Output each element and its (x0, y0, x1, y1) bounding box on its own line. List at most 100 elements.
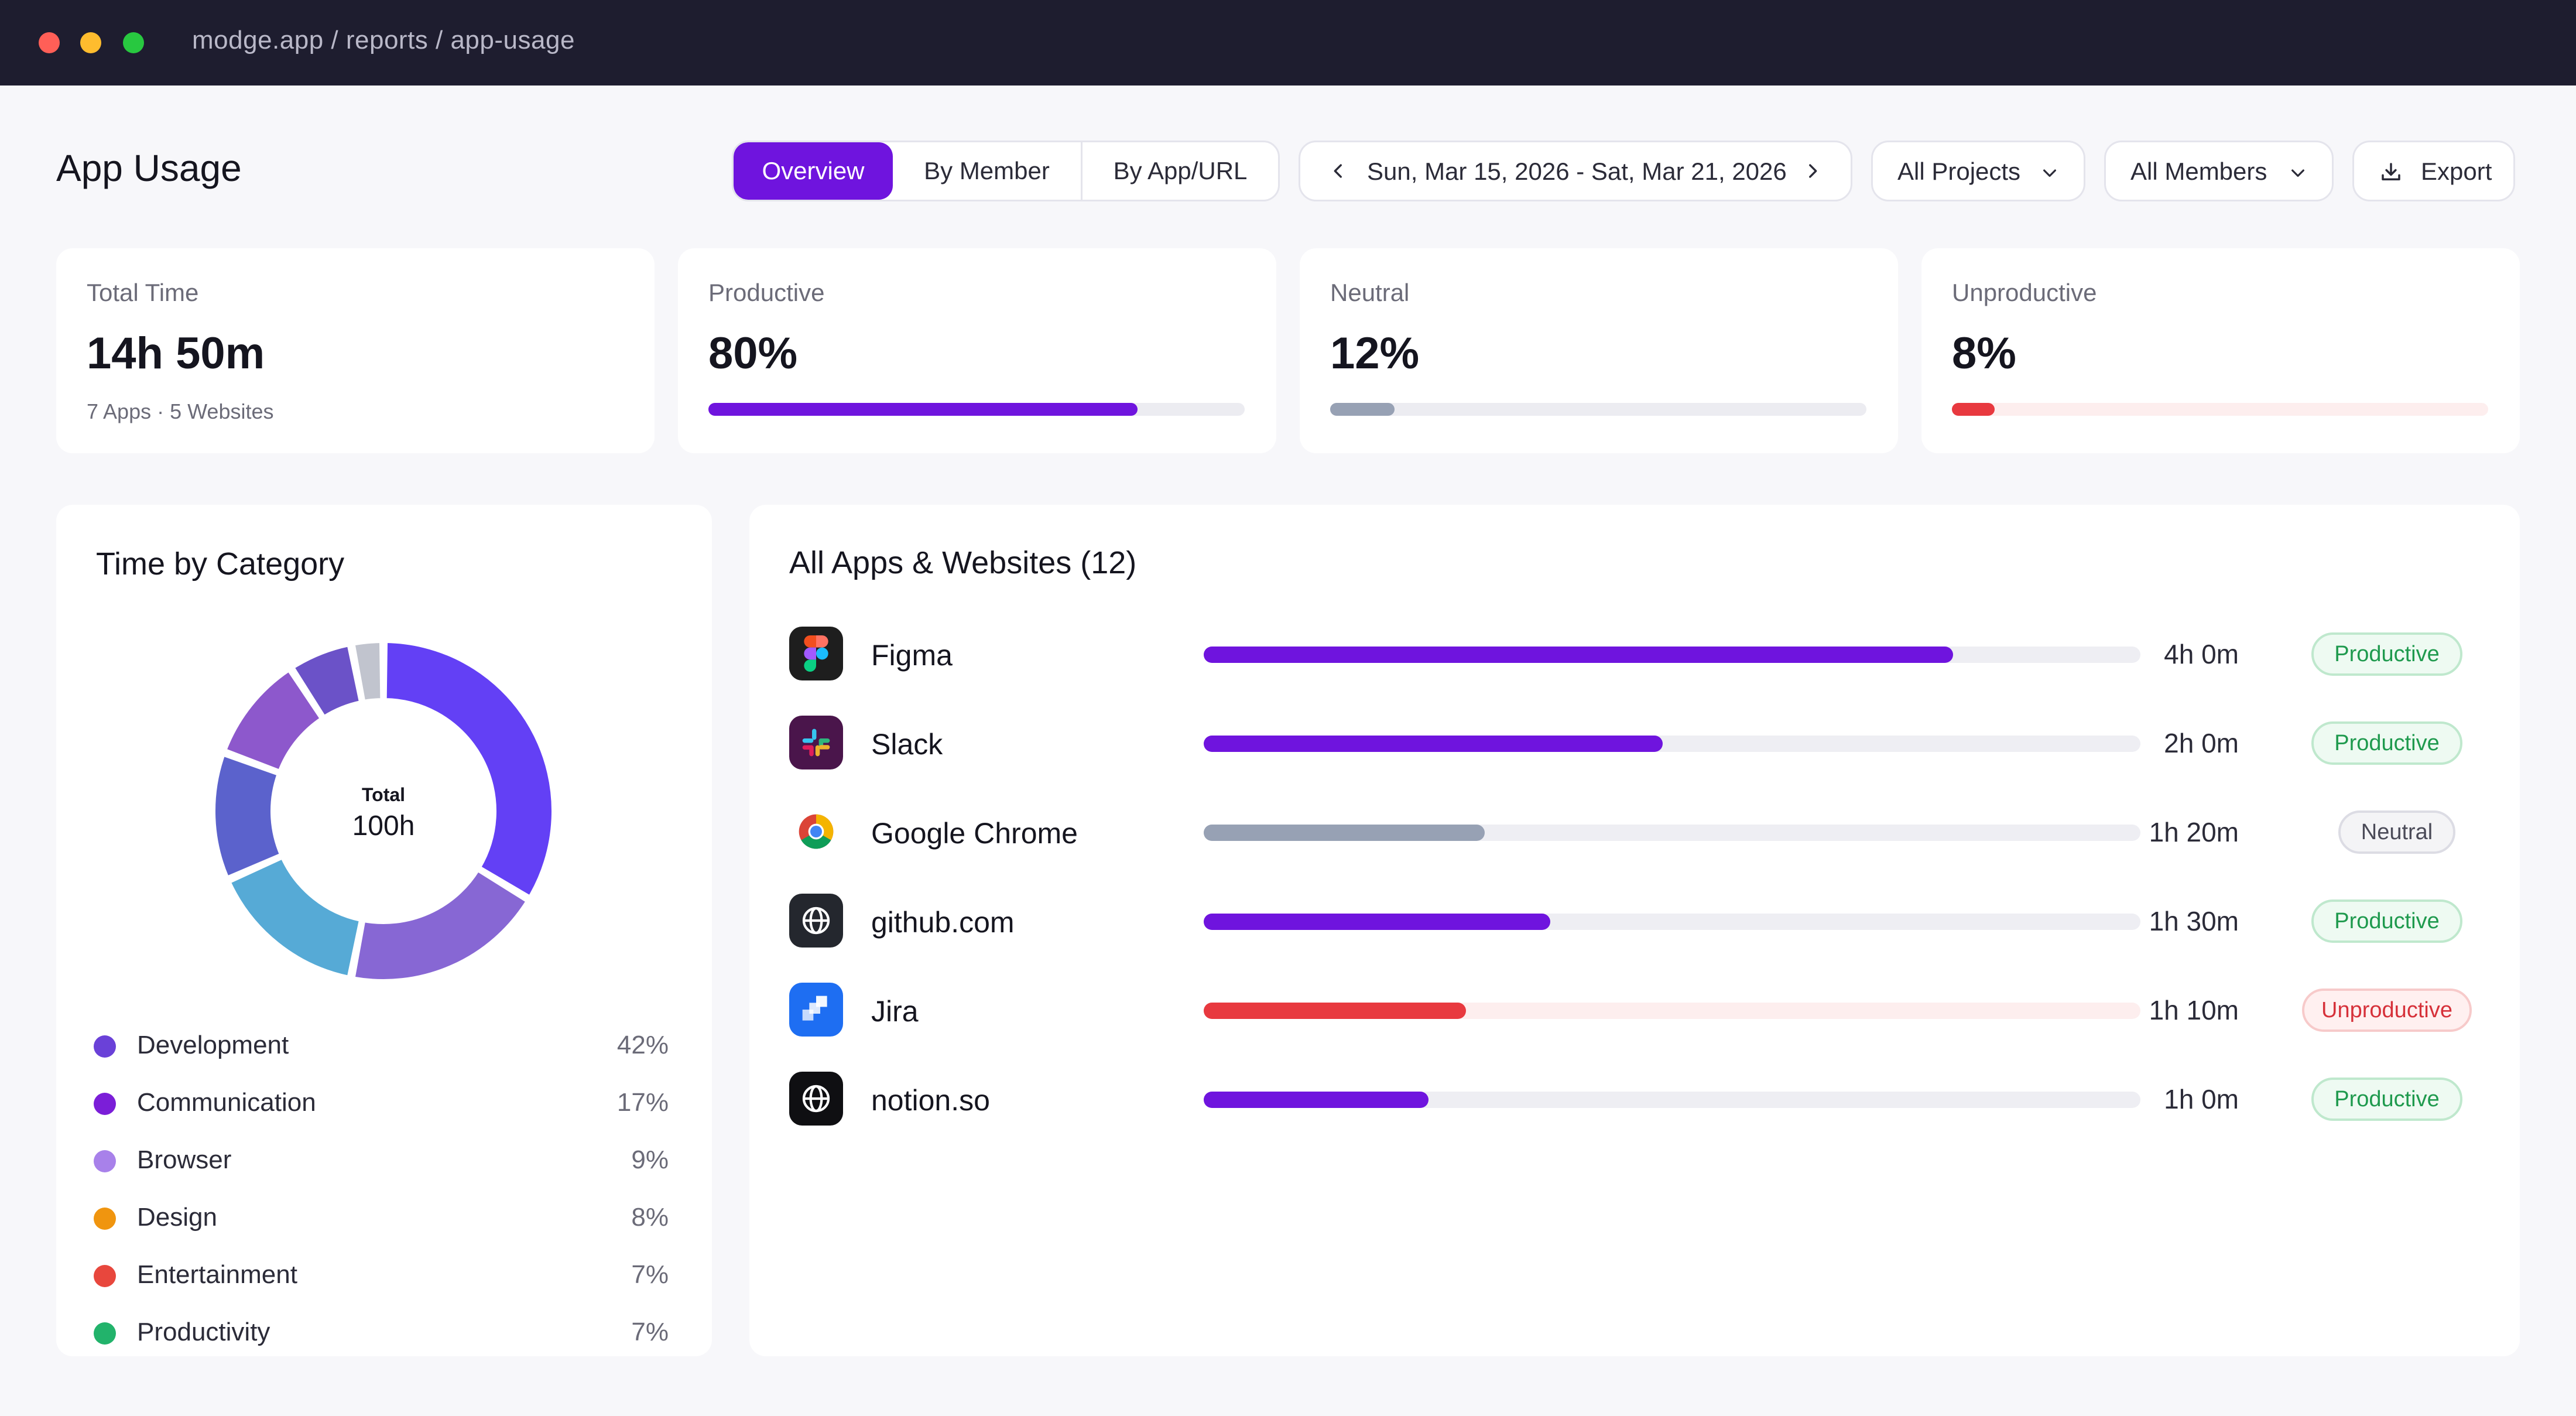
close-window-button[interactable] (39, 32, 60, 53)
apps-websites-title: All Apps & Websites (12) (789, 545, 1137, 580)
projects-filter-label: All Projects (1897, 158, 2021, 185)
status-badge[interactable]: Productive (2311, 1078, 2462, 1121)
category-donut-chart: Total 100h (212, 639, 555, 983)
app-name: Google Chrome (871, 817, 1078, 850)
donut-segment-6[interactable] (351, 639, 384, 704)
date-range-picker[interactable]: Sun, Mar 15, 2026 - Sat, Mar 21, 2026 (1299, 141, 1852, 201)
figma-icon (789, 627, 843, 680)
total-time-card: Total Time 14h 50m 7 Apps · 5 Websites (56, 248, 655, 453)
page-title: App Usage (56, 147, 242, 189)
donut-center-value: 100h (352, 810, 415, 842)
productive-label: Productive (708, 279, 825, 306)
app-name: Jira (871, 995, 919, 1028)
app-name: github.com (871, 906, 1015, 939)
app-name: notion.so (871, 1084, 990, 1117)
status-badge[interactable]: Productive (2311, 632, 2462, 676)
download-icon (2382, 163, 2400, 180)
unproductive-value: 8% (1952, 329, 2016, 378)
neutral-card: Neutral 12% (1300, 248, 1898, 453)
projects-filter[interactable]: All Projects (1871, 141, 2085, 201)
time-by-category-title: Time by Category (96, 546, 345, 582)
app-name: Slack (871, 728, 943, 761)
chevron-left-icon[interactable] (1328, 161, 1348, 181)
export-label: Export (2421, 158, 2492, 185)
usage-bar-track (1204, 825, 2140, 841)
productive-progress-track (708, 403, 1245, 416)
app-row-notion-so[interactable]: notion.so 1h 0m Productive (789, 1066, 2469, 1130)
neutral-value: 12% (1330, 329, 1420, 378)
app-name: Figma (871, 639, 953, 672)
globe-icon (789, 1072, 843, 1126)
productive-card: Productive 80% (678, 248, 1276, 453)
legend-label: Design (137, 1203, 217, 1232)
legend-label: Productivity (137, 1318, 270, 1346)
members-filter[interactable]: All Members (2104, 141, 2334, 201)
app-row-slack[interactable]: Slack 2h 0m Productive (789, 710, 2469, 774)
legend-percent: 7% (631, 1260, 669, 1289)
jira-icon (789, 983, 843, 1037)
date-range-label: Sun, Mar 15, 2026 - Sat, Mar 21, 2026 (1367, 158, 1787, 185)
usage-bar-track (1204, 647, 2140, 663)
minimize-window-button[interactable] (80, 32, 101, 53)
maximize-window-button[interactable] (123, 32, 144, 53)
app-row-figma[interactable]: Figma 4h 0m Productive (789, 621, 2469, 685)
chevron-down-icon (2043, 169, 2056, 177)
chevron-right-icon[interactable] (1803, 161, 1823, 181)
usage-bar-track (1204, 914, 2140, 930)
view-tabs: Overview By Member By App/URL (732, 141, 1280, 201)
status-badge[interactable]: Productive (2311, 721, 2462, 765)
usage-time: 2h 0m (2164, 728, 2239, 758)
legend-item-browser: Browser 9% (94, 1142, 669, 1177)
productive-value: 80% (708, 329, 798, 378)
total-time-value: 14h 50m (87, 329, 265, 378)
legend-item-development: Development 42% (94, 1027, 669, 1062)
unproductive-card: Unproductive 8% (1921, 248, 2520, 453)
donut-segment-4[interactable] (223, 668, 324, 773)
legend-color-dot (94, 1208, 116, 1230)
tab-overview[interactable]: Overview (734, 142, 893, 200)
donut-segment-2[interactable] (227, 856, 363, 979)
donut-segment-5[interactable] (291, 643, 363, 719)
donut-segment-0[interactable] (383, 639, 555, 899)
members-filter-label: All Members (2130, 158, 2267, 185)
neutral-label: Neutral (1330, 279, 1410, 306)
usage-time: 1h 20m (2149, 817, 2239, 847)
status-badge[interactable]: Neutral (2338, 810, 2455, 854)
usage-time: 1h 10m (2149, 995, 2239, 1025)
legend-item-design: Design 8% (94, 1199, 669, 1234)
legend-item-productivity: Productivity 7% (94, 1314, 669, 1349)
legend-color-dot (94, 1150, 116, 1172)
unproductive-progress-track (1952, 403, 2488, 416)
productive-progress-fill (708, 403, 1138, 416)
legend-percent: 17% (616, 1088, 669, 1117)
neutral-progress-fill (1330, 403, 1395, 416)
tab-by-member[interactable]: By Member (893, 142, 1083, 200)
usage-time: 4h 0m (2164, 639, 2239, 669)
app-row-jira[interactable]: Jira 1h 10m Unproductive (789, 977, 2472, 1041)
slack-icon (789, 716, 843, 769)
usage-bar-fill (1204, 1092, 1429, 1108)
chevron-down-icon (2291, 169, 2304, 177)
tab-by-app-url[interactable]: By App/URL (1113, 157, 1248, 184)
app-row-github-com[interactable]: github.com 1h 30m Productive (789, 888, 2469, 952)
usage-bar-fill (1204, 647, 1953, 663)
status-badge[interactable]: Unproductive (2302, 989, 2472, 1032)
usage-bar-track (1204, 1092, 2140, 1108)
donut-segment-3[interactable] (212, 753, 283, 880)
legend-color-dot (94, 1093, 116, 1115)
usage-time: 1h 0m (2164, 1084, 2239, 1114)
usage-bar-fill (1204, 825, 1485, 841)
legend-color-dot (94, 1322, 116, 1345)
legend-label: Entertainment (137, 1260, 297, 1289)
legend-item-communication: Communication 17% (94, 1085, 669, 1120)
status-badge[interactable]: Productive (2311, 899, 2462, 943)
unproductive-label: Unproductive (1952, 279, 2097, 306)
address-bar-url[interactable]: modge.app / reports / app-usage (192, 26, 575, 54)
app-row-google-chrome[interactable]: Google Chrome 1h 20m Neutral (789, 799, 2469, 863)
legend-item-entertainment: Entertainment 7% (94, 1257, 669, 1292)
total-time-breakdown: 7 Apps · 5 Websites (87, 399, 274, 423)
legend-label: Communication (137, 1088, 316, 1117)
donut-segment-1[interactable] (351, 868, 529, 983)
export-button[interactable]: Export (2352, 141, 2515, 201)
neutral-progress-track (1330, 403, 1866, 416)
